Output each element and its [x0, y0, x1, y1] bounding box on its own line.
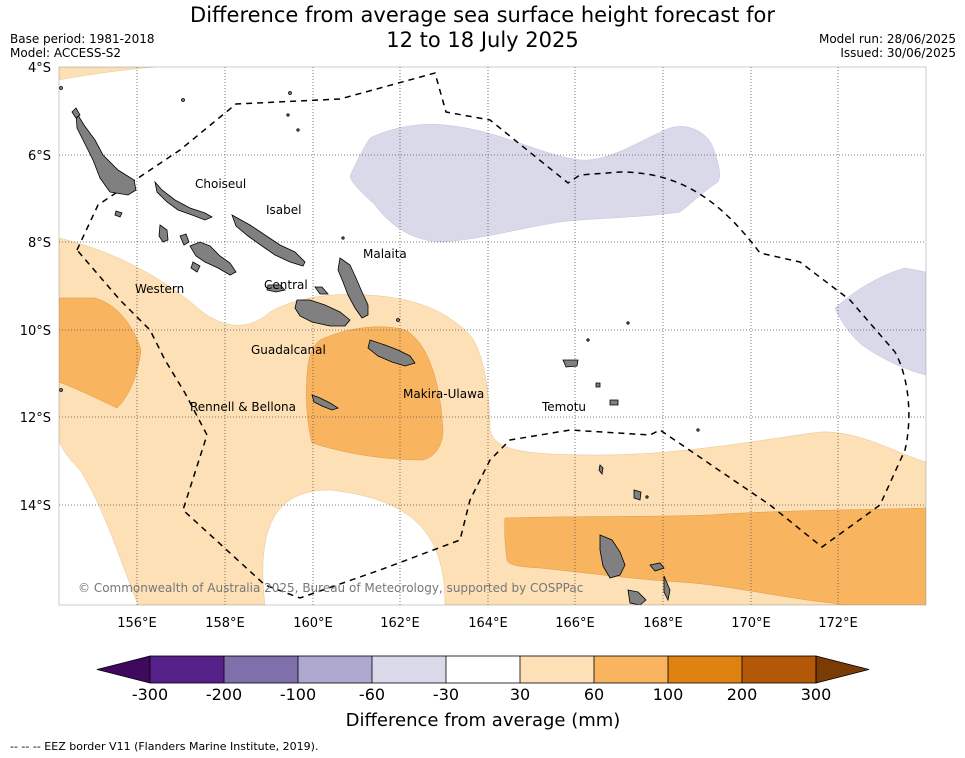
colorbar-title: Difference from average (mm) — [346, 710, 621, 731]
colorbar-high-extension — [815, 655, 870, 684]
lon-label-162e: 162°E — [380, 616, 420, 631]
colorbar-bin-6 — [520, 656, 594, 683]
map-frame — [58, 66, 927, 606]
island-torres — [598, 464, 604, 475]
colorbar: -300 -200 -100 -60 -30 30 60 100 200 300… — [96, 655, 870, 731]
eez-border — [76, 72, 910, 599]
lon-label-164e: 164°E — [468, 616, 508, 631]
island-utupua — [595, 382, 601, 388]
lat-label-10s: 10°S — [20, 324, 51, 339]
lon-label-160e: 160°E — [293, 616, 333, 631]
colorbar-bin-3 — [298, 656, 372, 683]
colorbar-bin-4 — [372, 656, 446, 683]
lon-label-172e: 172°E — [818, 616, 858, 631]
lat-label-14s: 14°S — [20, 499, 51, 514]
longitude-labels: 156°E 158°E 160°E 162°E 164°E 166°E 168°… — [117, 616, 858, 631]
island-buka — [71, 107, 81, 119]
map-title: Difference from average sea surface heig… — [0, 3, 965, 53]
map-plot-area: © Commonwealth of Australia 2025, Bureau… — [59, 67, 926, 605]
island-choiseul — [154, 180, 213, 221]
island-pentecost — [663, 575, 671, 602]
colorbar-tick: -60 — [359, 685, 385, 704]
island-kolombangara — [179, 233, 190, 246]
island-makira — [367, 339, 416, 367]
title-line-1: Difference from average sea surface heig… — [190, 3, 775, 27]
anomaly-60-100-southeast — [504, 507, 926, 605]
island-vella-lavella — [158, 224, 169, 243]
colorbar-tick: -300 — [132, 685, 168, 704]
copyright-text: © Commonwealth of Australia 2025, Bureau… — [78, 581, 583, 595]
colorbar-tick: 60 — [584, 685, 604, 704]
islands — [59, 86, 700, 605]
island-vanikoro — [609, 399, 619, 406]
colorbar-low-extension — [96, 655, 151, 684]
province-labels: Choiseul Isabel Malaita Western Central … — [135, 177, 586, 414]
model-name: Model: ACCESS-S2 — [10, 46, 122, 60]
island-guadalcanal — [294, 299, 351, 327]
island-new-georgia — [189, 241, 237, 276]
colorbar-bin-1 — [150, 656, 224, 683]
colorbar-tick: 30 — [510, 685, 530, 704]
province-label-choiseul: Choiseul — [195, 177, 246, 191]
lat-label-6s: 6°S — [28, 149, 51, 164]
island-rennell — [311, 394, 339, 411]
colorbar-bin-2 — [224, 656, 298, 683]
lon-label-158e: 158°E — [205, 616, 245, 631]
eez-border-note: -- -- -- EEZ border V11 (Flanders Marine… — [10, 740, 319, 753]
province-label-malaita: Malaita — [363, 247, 407, 261]
province-label-temotu: Temotu — [541, 400, 586, 414]
province-label-isabel: Isabel — [266, 203, 301, 217]
island-santa-cruz — [562, 359, 579, 368]
anomaly-30-60-top — [59, 67, 156, 81]
model-run: Model run: 28/06/2025 — [818, 32, 956, 46]
lat-label-12s: 12°S — [20, 411, 51, 426]
lon-label-168e: 168°E — [643, 616, 683, 631]
island-malekula — [627, 589, 647, 605]
island-malaita — [337, 257, 369, 319]
colorbar-tick: 100 — [653, 685, 684, 704]
base-period: Base period: 1981-2018 — [10, 32, 155, 46]
island-isabel — [231, 214, 306, 267]
colorbar-dividers — [223, 656, 743, 683]
province-label-rennell-bellona: Rennell & Bellona — [190, 400, 296, 414]
island-shortland — [114, 210, 123, 218]
province-label-western: Western — [135, 282, 184, 296]
island-espiritu-santo — [599, 534, 626, 579]
lat-label-4s: 4°S — [28, 61, 51, 76]
lat-label-8s: 8°S — [28, 236, 51, 251]
province-label-makira-ulawa: Makira-Ulawa — [403, 387, 484, 401]
island-savo — [314, 286, 329, 295]
anomaly-neg30-60-east — [834, 267, 926, 376]
colorbar-bin-5 — [446, 656, 520, 683]
colorbar-outline — [149, 655, 817, 684]
province-label-guadalcanal: Guadalcanal — [251, 343, 326, 357]
colorbar-bin-7 — [594, 656, 668, 683]
latitude-labels: 4°S 6°S 8°S 10°S 12°S 14°S — [20, 61, 51, 514]
island-ambae — [649, 562, 665, 572]
lon-label-166e: 166°E — [555, 616, 595, 631]
colorbar-bin-9 — [742, 656, 816, 683]
colorbar-tick: -30 — [433, 685, 459, 704]
island-rendova — [190, 261, 201, 273]
colorbar-tick: 300 — [801, 685, 832, 704]
province-label-central: Central — [264, 278, 308, 292]
colorbar-tick: -100 — [280, 685, 316, 704]
title-line-2: 12 to 18 July 2025 — [386, 28, 579, 52]
island-florida — [266, 284, 286, 293]
lon-label-156e: 156°E — [117, 616, 157, 631]
colorbar-tick: 200 — [727, 685, 758, 704]
anomaly-60-100-west — [59, 297, 142, 409]
lon-label-170e: 170°E — [731, 616, 771, 631]
island-banks — [633, 489, 642, 501]
colorbar-tick-labels: -300 -200 -100 -60 -30 30 60 100 200 300 — [132, 685, 831, 704]
colorbar-bin-8 — [668, 656, 742, 683]
anomaly-neg30-60-north — [349, 124, 720, 243]
colorbar-tick: -200 — [206, 685, 242, 704]
issued-date: Issued: 30/06/2025 — [840, 46, 956, 60]
map-gridlines — [59, 67, 926, 605]
island-bougainville — [75, 111, 137, 196]
